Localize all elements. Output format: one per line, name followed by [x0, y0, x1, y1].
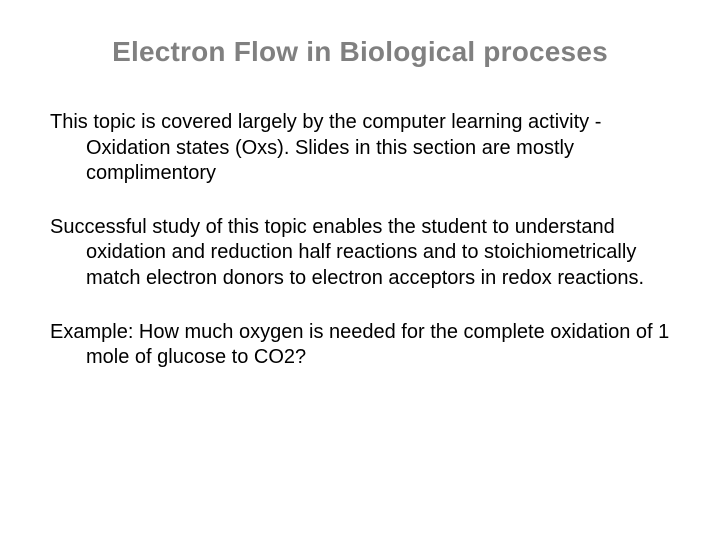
slide-body: This topic is covered largely by the com…	[50, 110, 670, 371]
paragraph-1: This topic is covered largely by the com…	[50, 110, 670, 187]
slide-title: Electron Flow in Biological proceses	[50, 36, 670, 68]
paragraph-3: Example: How much oxygen is needed for t…	[50, 320, 670, 371]
paragraph-2: Successful study of this topic enables t…	[50, 215, 670, 292]
